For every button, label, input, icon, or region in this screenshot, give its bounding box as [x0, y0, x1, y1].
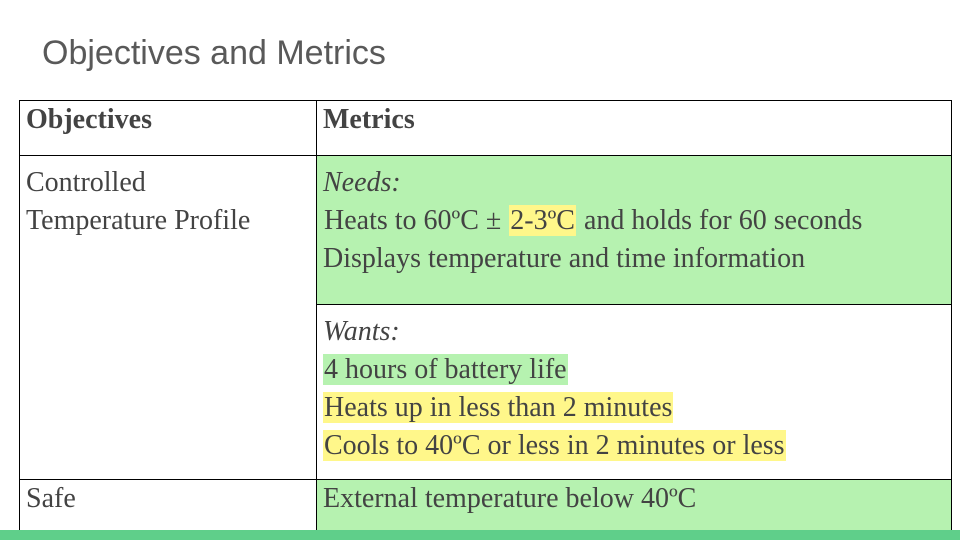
- heatup-highlight: Heats up in less than 2 minutes: [323, 392, 674, 423]
- header-metrics: Metrics: [316, 100, 952, 156]
- wants-cell: Wants: 4 hours of battery life Heats up …: [316, 304, 952, 480]
- wants-line-2: Heats up in less than 2 minutes: [323, 389, 945, 427]
- table-header-row: Objectives Metrics: [19, 100, 952, 156]
- wants-line-1: 4 hours of battery life: [323, 351, 945, 389]
- slide-title: Objectives and Metrics: [42, 34, 386, 72]
- objective-line: Temperature Profile: [26, 205, 251, 236]
- objectives-metrics-table: Objectives Metrics Controlled Temperatur…: [19, 100, 952, 531]
- objective-line: Controlled: [26, 167, 146, 198]
- table-row: Controlled Temperature Profile Needs: He…: [19, 155, 952, 480]
- objective-safe: Safe: [19, 479, 317, 531]
- needs-line-1: Heats to 60ºC ± 2-3ºC and holds for 60 s…: [323, 202, 945, 240]
- metric-safe: External temperature below 40ºC: [316, 479, 952, 531]
- needs-text-c: and holds for 60 seconds: [576, 205, 863, 236]
- wants-line-3: Cools to 40ºC or less in 2 minutes or le…: [323, 427, 945, 465]
- battery-highlight: 4 hours of battery life: [323, 354, 568, 385]
- objective-controlled-temperature: Controlled Temperature Profile: [19, 155, 317, 480]
- needs-cell: Needs: Heats to 60ºC ± 2-3ºC and holds f…: [316, 155, 952, 305]
- wants-label: Wants:: [323, 316, 400, 347]
- footer-accent-bar: [0, 530, 960, 540]
- header-objectives: Objectives: [19, 100, 317, 156]
- needs-line-2: Displays temperature and time informatio…: [323, 243, 806, 274]
- needs-label: Needs:: [323, 167, 401, 198]
- tolerance-highlight: 2-3ºC: [509, 205, 576, 236]
- cooldown-highlight: Cools to 40ºC or less in 2 minutes or le…: [323, 430, 786, 461]
- needs-text-a: Heats to 60ºC ±: [324, 205, 509, 236]
- table-row: Safe External temperature below 40ºC: [19, 479, 952, 531]
- table-row: Wants: 4 hours of battery life Heats up …: [20, 304, 952, 480]
